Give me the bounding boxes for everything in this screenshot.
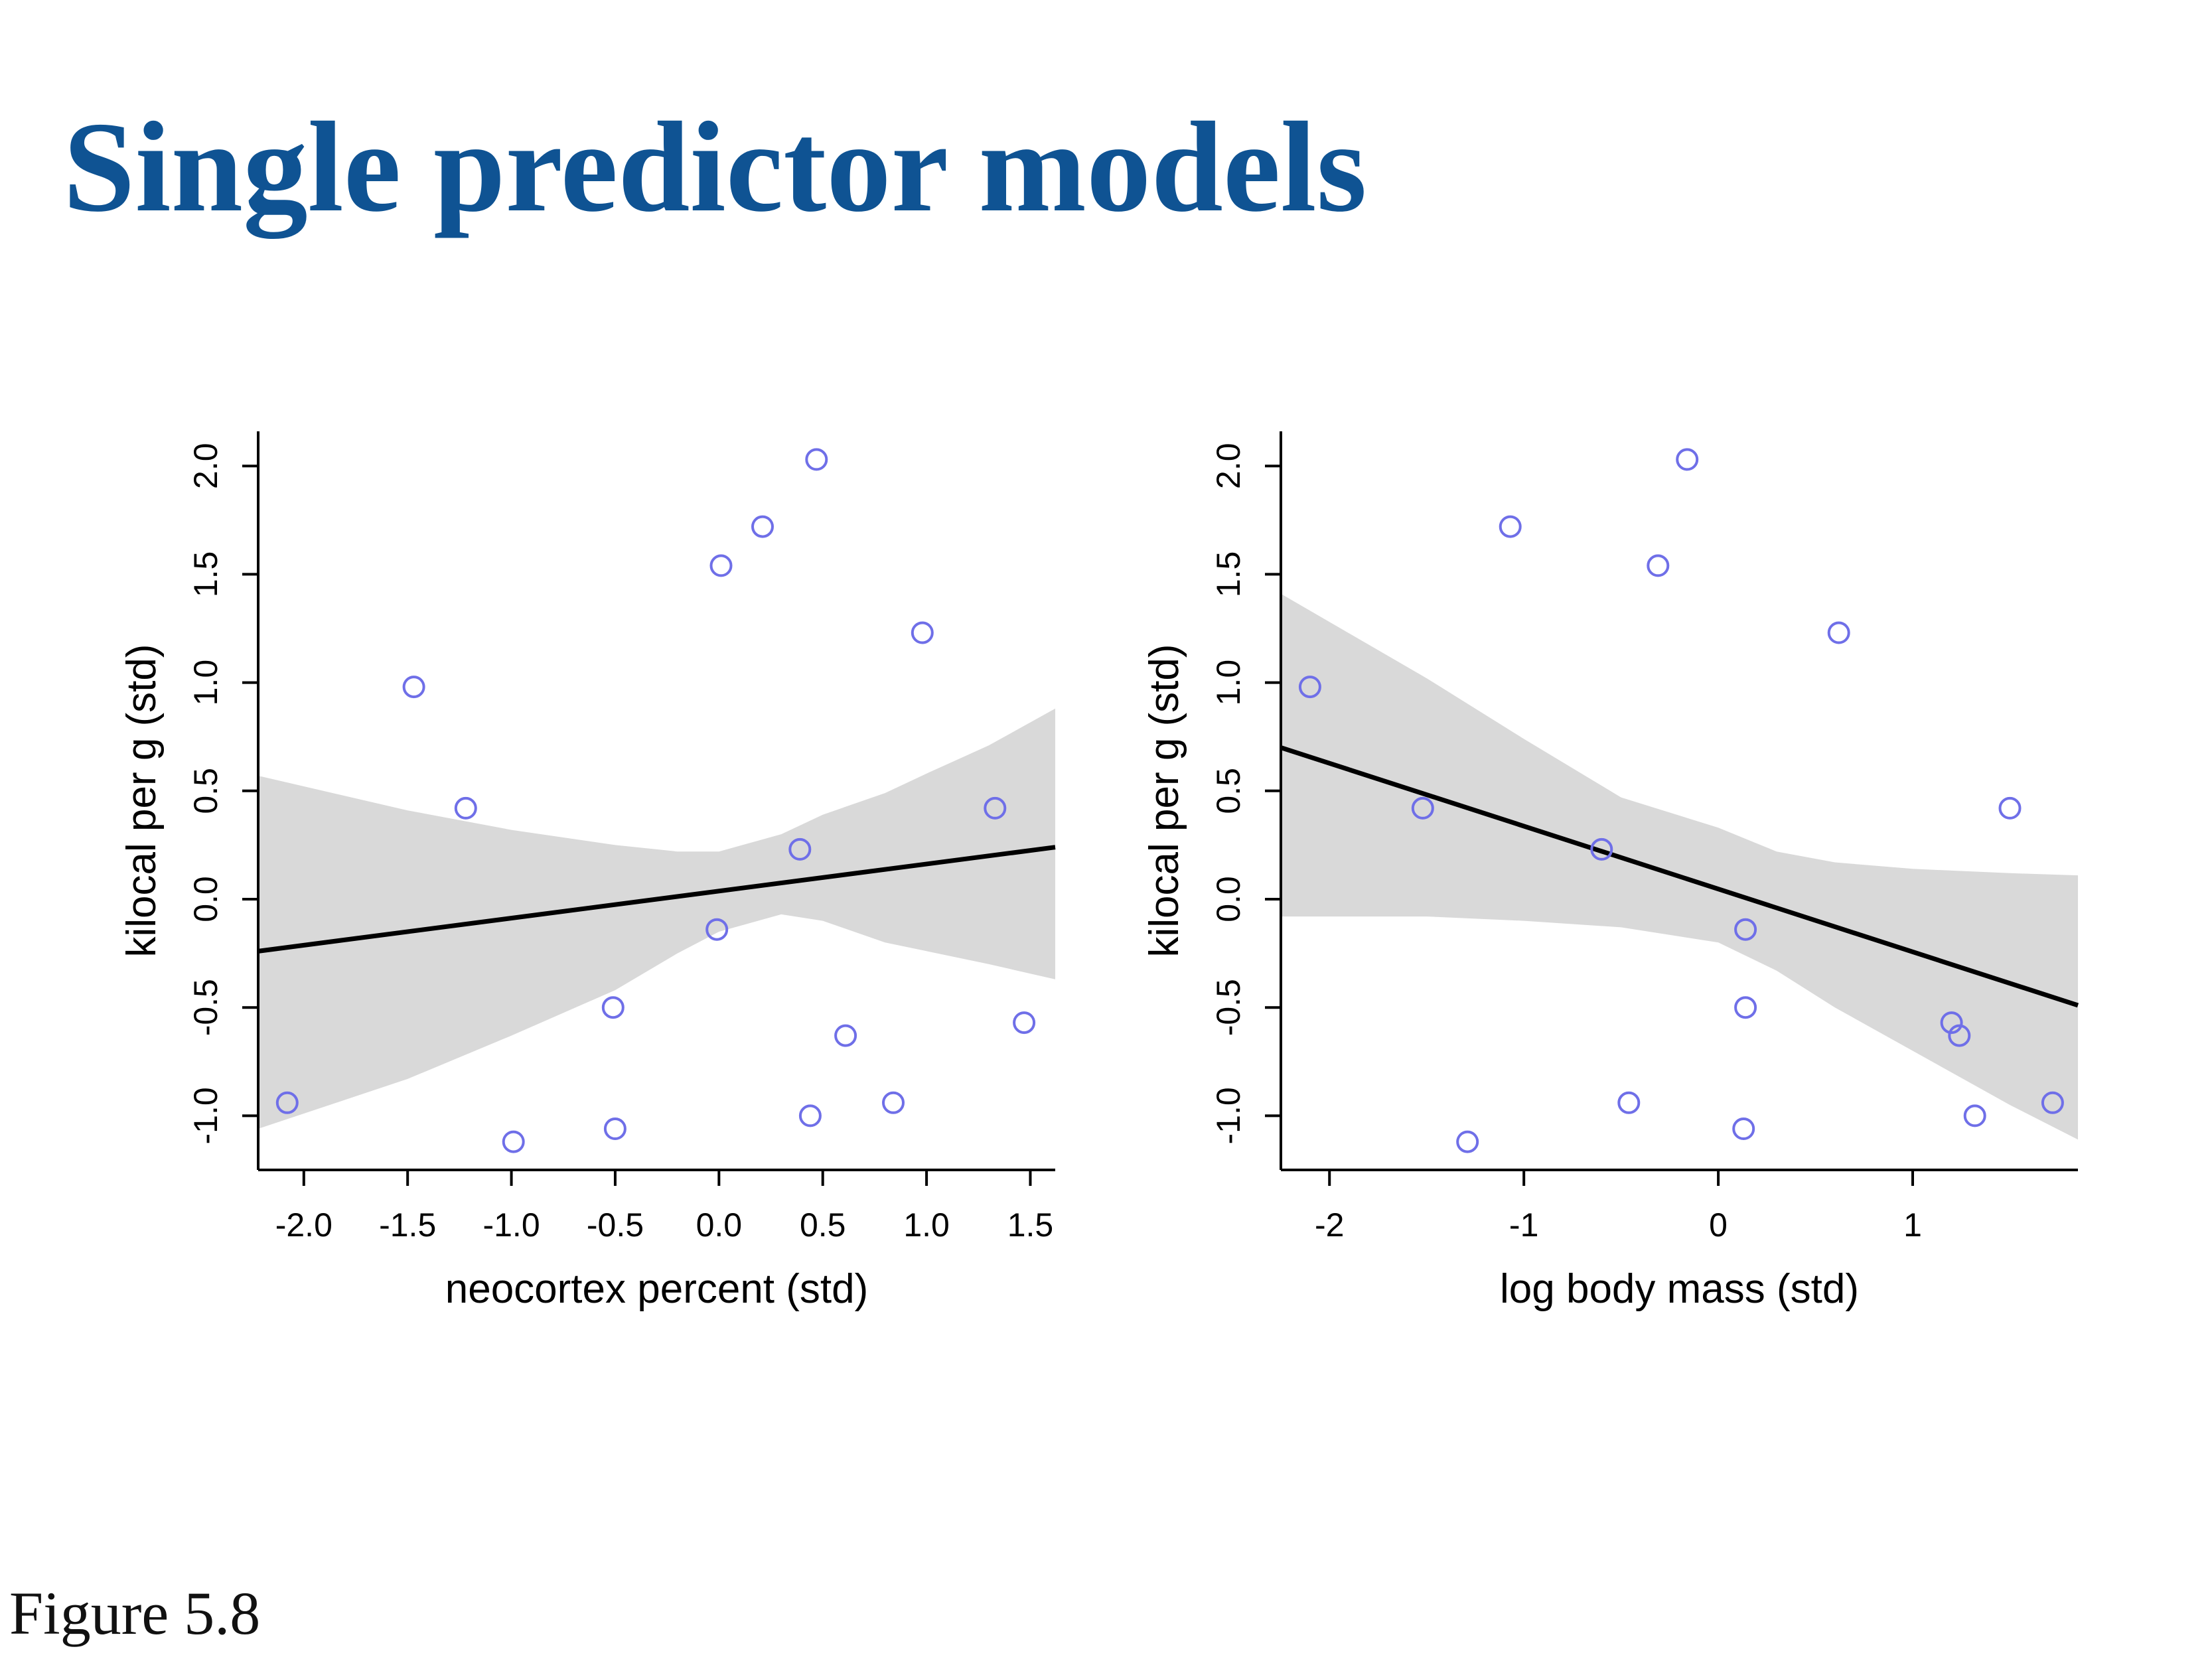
y-tick-label: 0.0	[1210, 876, 1247, 922]
data-point	[1617, 1091, 1641, 1114]
x-axis-title: log body mass (std)	[1500, 1266, 1859, 1312]
data-point	[1940, 1011, 1963, 1035]
confidence-band	[258, 708, 1055, 1129]
data-point	[1734, 996, 1757, 1019]
y-tick-label: 0.5	[187, 768, 224, 814]
data-point	[1456, 1130, 1479, 1153]
y-tick-label: -0.5	[1210, 979, 1247, 1036]
data-point	[275, 1091, 299, 1114]
data-point	[1647, 554, 1670, 577]
data-point	[1499, 515, 1522, 538]
body-mass-chart: -2 -1 0 1 -1.0 -0.5 0.0 0.5 1.0 1.5 2.0 log body ma…	[1142, 431, 2079, 1312]
neocortex-chart: -2.0 -1.5 -1.0 -0.5 0.0 0.5 1.0 1.5 -1.0 -0.5 0.0 0…	[119, 431, 1056, 1312]
data-point	[1998, 796, 2022, 820]
x-tick-label: 1	[1903, 1206, 1922, 1244]
slide-title: Single predictor models	[63, 96, 1367, 239]
x-tick-label: 1.0	[903, 1206, 950, 1244]
data-point	[454, 796, 477, 820]
data-point	[603, 1118, 627, 1140]
data-point	[402, 676, 425, 699]
x-tick-label: -0.5	[587, 1206, 644, 1244]
data-point	[1732, 1118, 1755, 1140]
y-tick-label: 2.0	[187, 443, 224, 489]
x-tick-label: 1.5	[1007, 1206, 1054, 1244]
data-point	[984, 796, 1007, 820]
data-point	[1676, 448, 1699, 471]
y-tick-label: 0.0	[187, 876, 224, 922]
data-point	[1948, 1024, 1971, 1047]
data-point	[709, 554, 733, 577]
data-point	[1590, 837, 1613, 861]
x-tick-label: -1.5	[379, 1206, 436, 1244]
data-point	[1963, 1104, 1986, 1127]
regression-line	[258, 845, 1056, 954]
data-point	[834, 1024, 857, 1047]
regression-line	[1280, 745, 2079, 1008]
data-point	[705, 918, 729, 941]
data-point	[805, 448, 828, 471]
x-tick-label: -2.0	[275, 1206, 332, 1244]
y-tick-label: -1.0	[187, 1087, 224, 1144]
data-point	[882, 1091, 905, 1114]
x-tick-label: -2	[1315, 1206, 1344, 1244]
y-axis-title: kilocal per g (std)	[119, 644, 165, 957]
data-point	[751, 515, 774, 538]
data-point	[1827, 621, 1850, 644]
confidence-band	[1281, 593, 2078, 1140]
figure-caption: Figure 5.8	[9, 1579, 261, 1647]
y-tick-label: 1.5	[187, 551, 224, 598]
y-tick-label: 2.0	[1210, 443, 1247, 489]
data-point	[1298, 676, 1321, 699]
y-tick-label: -1.0	[1210, 1087, 1247, 1144]
x-tick-label: -1.0	[482, 1206, 540, 1244]
data-point	[911, 621, 934, 644]
data-point	[1734, 918, 1757, 941]
y-axis-title: kilocal per g (std)	[1142, 644, 1187, 957]
x-tick-label: -1	[1509, 1206, 1538, 1244]
data-point	[2041, 1091, 2064, 1114]
y-tick-label: -0.5	[187, 979, 224, 1036]
data-point	[798, 1104, 822, 1127]
data-point	[502, 1130, 525, 1153]
data-point	[1411, 796, 1434, 820]
data-point	[601, 996, 625, 1019]
x-axis-title: neocortex percent (std)	[445, 1266, 869, 1312]
y-tick-label: 1.5	[1210, 551, 1247, 598]
y-tick-label: 0.5	[1210, 768, 1247, 814]
x-tick-label: 0.0	[696, 1206, 743, 1244]
y-tick-label: 1.0	[187, 660, 224, 706]
data-point	[1013, 1011, 1036, 1035]
y-tick-label: 1.0	[1210, 660, 1247, 706]
x-tick-label: 0.5	[800, 1206, 846, 1244]
data-point	[788, 837, 812, 861]
x-tick-label: 0	[1709, 1206, 1728, 1244]
